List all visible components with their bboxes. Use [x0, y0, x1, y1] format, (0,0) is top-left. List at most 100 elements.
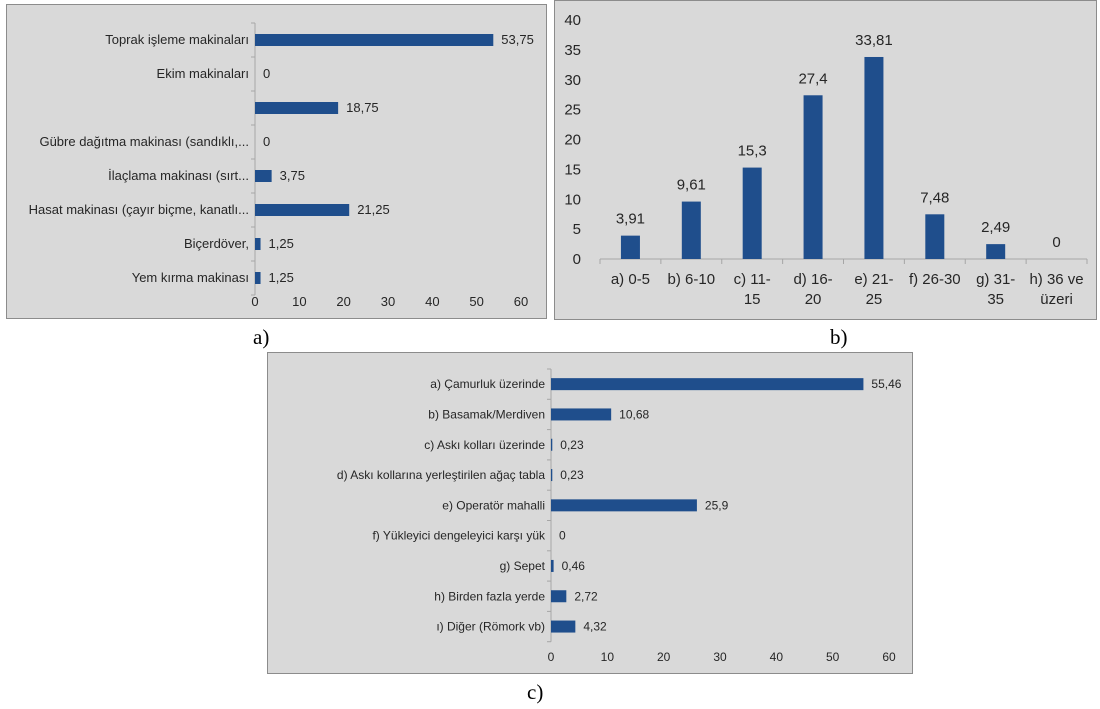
x-tick-label: 40: [425, 294, 439, 309]
category-label: Yem kırma makinası: [132, 270, 249, 285]
bar: [551, 499, 697, 512]
y-tick-label: 10: [564, 191, 581, 208]
category-label: Biçerdöver,: [184, 236, 249, 251]
bar: [620, 235, 640, 259]
bar: [551, 559, 554, 572]
category-label: d) Askı kollarına yerleştirilen ağaç tab…: [337, 468, 545, 482]
x-tick-label: 60: [882, 650, 896, 664]
data-label: 0,46: [562, 559, 586, 573]
category-label: e) Operatör mahalli: [442, 498, 545, 512]
y-tick-label: 20: [564, 132, 581, 149]
x-tick-label: 30: [381, 294, 395, 309]
data-label: 3,91: [616, 211, 645, 228]
y-tick-label: 35: [564, 42, 581, 59]
data-label: 0: [263, 134, 270, 149]
data-label: 0: [263, 66, 270, 81]
bar: [864, 56, 884, 260]
data-label: 27,4: [798, 70, 827, 87]
data-label: 33,81: [855, 32, 893, 49]
category-label: Ekim makinaları: [157, 66, 249, 81]
chart-a: Toprak işleme makinaları 53,75 Ekim makina…: [29, 22, 534, 309]
data-label: 0,23: [560, 438, 584, 452]
x-tick-label: 20: [657, 650, 671, 664]
data-label: 18,75: [346, 100, 379, 115]
x-tick-label: 0: [548, 650, 555, 664]
data-label: 3,75: [280, 168, 305, 183]
data-label: 9,61: [677, 177, 706, 194]
data-label: 21,25: [357, 202, 390, 217]
bar: [255, 102, 339, 114]
category-label: ı) Diğer (Römork vb): [436, 620, 545, 634]
x-tick-label: e) 21-: [854, 271, 893, 288]
y-tick-label: 30: [564, 72, 581, 89]
x-tick-label: 40: [770, 650, 784, 664]
data-label: 15,3: [738, 143, 767, 160]
bar: [255, 238, 261, 250]
x-tick-label: 30: [713, 650, 727, 664]
category-label: İlaçlama makinası (sırt...: [108, 168, 249, 183]
data-label: 55,46: [871, 377, 901, 391]
x-tick-label: a) 0-5: [611, 271, 650, 288]
x-tick-label: 25: [866, 291, 883, 308]
x-tick-label: g) 31-: [976, 271, 1015, 288]
y-tick-label: 5: [573, 221, 581, 238]
bar: [551, 469, 553, 482]
category-label: h) Birden fazla yerde: [434, 589, 545, 603]
x-tick-label: h) 36 ve: [1029, 271, 1083, 288]
data-label: 2,72: [574, 589, 598, 603]
data-label: 0: [1052, 234, 1060, 251]
bar: [255, 272, 261, 284]
x-tick-label: 60: [514, 294, 528, 309]
x-tick-label: 20: [805, 291, 822, 308]
x-tick-label: üzeri: [1040, 291, 1073, 308]
bar: [551, 378, 864, 391]
x-tick-label: 10: [292, 294, 306, 309]
bar: [742, 167, 762, 259]
data-label: 10,68: [619, 407, 649, 421]
x-tick-label: f) 26-30: [909, 271, 961, 288]
category-label: Hasat makinası (çayır biçme, kanatlı...: [29, 202, 249, 217]
x-tick-label: 35: [987, 291, 1004, 308]
y-tick-label: 40: [564, 12, 581, 29]
x-tick-label: d) 16-: [793, 271, 832, 288]
y-tick-label: 0: [573, 251, 581, 268]
category-label: Gübre dağıtma makinası (sandıklı,...: [39, 134, 249, 149]
data-label: 1,25: [269, 236, 294, 251]
data-label: 4,32: [583, 620, 607, 634]
x-tick-label: 15: [744, 291, 761, 308]
data-label: 0,23: [560, 468, 584, 482]
x-tick-label: b) 6-10: [668, 271, 716, 288]
x-tick-label: 20: [336, 294, 350, 309]
data-label: 25,9: [705, 498, 729, 512]
bar: [551, 620, 576, 633]
data-label: 1,25: [269, 270, 294, 285]
bar: [551, 590, 567, 603]
caption-a: a): [253, 325, 270, 349]
x-tick-label: 10: [601, 650, 615, 664]
bar: [255, 34, 494, 46]
category-label: a) Çamurluk üzerinde: [430, 377, 545, 391]
bar: [925, 214, 945, 259]
y-tick-label: 15: [564, 161, 581, 178]
chart-c-panel: a) Çamurluk üzerinde 55,46 b) Basamak/Merd…: [267, 352, 913, 674]
bar: [681, 201, 701, 259]
bar: [551, 438, 553, 451]
category-label: b) Basamak/Merdiven: [428, 407, 545, 421]
data-label: 53,75: [501, 32, 534, 47]
data-label: 7,48: [920, 189, 949, 206]
chart-c: a) Çamurluk üzerinde 55,46 b) Basamak/Merd…: [337, 368, 902, 664]
x-tick-label: 0: [251, 294, 258, 309]
chart-a-panel: Toprak işleme makinaları 53,75 Ekim makina…: [6, 4, 547, 319]
x-tick-label: c) 11-: [734, 271, 771, 288]
caption-b: b): [830, 325, 848, 349]
bar: [255, 204, 350, 216]
y-tick-label: 25: [564, 102, 581, 119]
chart-b-panel: 0 5 10 15 20 25 30 35 40 3,91 a) 0-5 9,61 b) 6-10 15,…: [554, 0, 1097, 320]
x-tick-label: 50: [826, 650, 840, 664]
data-label: 2,49: [981, 219, 1010, 236]
bar: [803, 95, 823, 259]
category-label: c) Askı kolları üzerinde: [424, 438, 545, 452]
caption-c: c): [527, 680, 544, 704]
bar: [255, 170, 272, 182]
bar: [551, 408, 612, 421]
